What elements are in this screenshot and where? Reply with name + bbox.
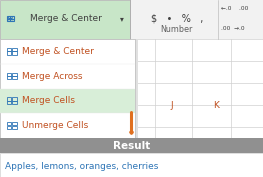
Text: Merge Cells: Merge Cells xyxy=(22,96,75,105)
Bar xyxy=(12,73,17,76)
Text: Merge & Center: Merge & Center xyxy=(30,14,102,23)
Bar xyxy=(0,0,130,39)
Text: Apples, lemons, oranges, cherries: Apples, lemons, oranges, cherries xyxy=(5,162,159,171)
Text: Unmerge Cells: Unmerge Cells xyxy=(22,121,89,130)
Text: ←.0    .00: ←.0 .00 xyxy=(221,6,248,11)
Text: ▾: ▾ xyxy=(120,14,124,23)
Bar xyxy=(7,51,11,55)
Text: J: J xyxy=(171,101,174,110)
Bar xyxy=(135,39,263,177)
Bar xyxy=(11,16,14,19)
Text: Merge Across: Merge Across xyxy=(22,72,83,81)
Bar xyxy=(7,48,11,51)
Text: Result: Result xyxy=(113,141,150,151)
Bar xyxy=(12,48,17,51)
Bar xyxy=(7,19,10,21)
Text: K: K xyxy=(213,101,219,110)
Bar xyxy=(12,126,17,129)
Bar xyxy=(12,51,17,55)
Text: Merge & Center: Merge & Center xyxy=(22,47,94,56)
Bar xyxy=(7,73,11,76)
Bar xyxy=(7,101,11,104)
Text: $   •   %   ,: $ • % , xyxy=(151,14,204,24)
Text: .00  →.0: .00 →.0 xyxy=(221,25,245,31)
Bar xyxy=(12,122,17,125)
Bar xyxy=(7,16,10,19)
Bar xyxy=(12,76,17,79)
Bar xyxy=(0,138,263,153)
Bar xyxy=(2,40,138,139)
Bar xyxy=(7,122,11,125)
Bar xyxy=(0,153,263,177)
Text: Number: Number xyxy=(160,25,193,34)
Bar xyxy=(7,126,11,129)
Bar xyxy=(7,97,11,101)
Bar xyxy=(7,76,11,79)
Bar xyxy=(11,19,14,21)
Bar xyxy=(12,101,17,104)
Bar xyxy=(0,88,135,113)
Bar xyxy=(0,39,135,138)
Bar xyxy=(0,0,263,39)
Bar xyxy=(12,97,17,101)
